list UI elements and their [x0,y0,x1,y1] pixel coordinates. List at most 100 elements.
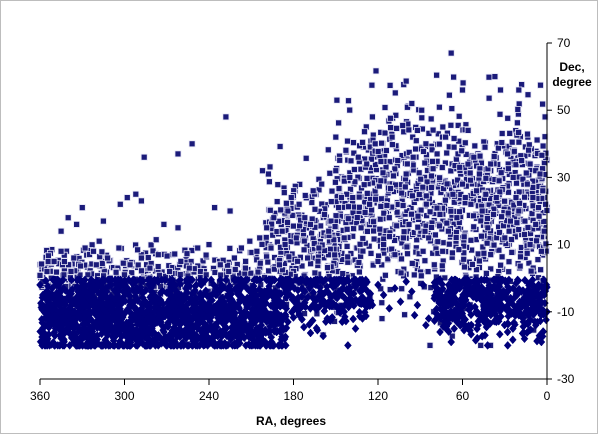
scatter-point-square [370,218,378,226]
scatter-point-square [268,220,276,228]
scatter-point-square [484,224,492,232]
scatter-point-diamond [153,275,162,285]
scatter-point-diamond [300,322,308,332]
x-tick-label: 120 [368,389,388,403]
y-tick-label: 70 [557,36,571,50]
scatter-point-square [371,140,379,148]
scatter-point-diamond [231,283,240,293]
scatter-point-square [495,246,503,254]
scatter-point-square [344,137,351,145]
scatter-point-square [426,208,434,216]
scatter-point-square [88,241,96,249]
scatter-point-square [183,250,191,258]
scatter-point-diamond [235,298,243,308]
scatter-point-diamond [332,301,341,311]
scatter-point-square [508,138,516,146]
scatter-point-square [346,173,354,181]
scatter-point-diamond [103,316,112,325]
scatter-point-diamond [385,304,394,313]
scatter-point-square [152,236,160,244]
scatter-point-square [473,266,480,274]
scatter-point-square [538,247,545,255]
scatter-point-diamond [261,337,270,347]
scatter-point-diamond [154,341,163,350]
x-tick-label: 300 [114,389,134,403]
scatter-point-diamond [303,275,311,285]
scatter-point-diamond [91,341,100,350]
scatter-point-square [331,223,339,231]
x-tick-label: 0 [544,389,551,403]
scatter-point-diamond [36,337,45,347]
scatter-point-square [485,94,493,102]
scatter-point-diamond [534,292,543,302]
scatter-point-square [137,254,145,262]
scatter-point-diamond [163,341,171,350]
scatter-point-diamond [199,310,208,320]
scatter-point-square [436,174,444,182]
scatter-point-diamond [179,339,187,348]
scatter-point-diamond [483,341,492,350]
scatter-point-square [498,130,506,137]
scatter-point-square [487,265,495,273]
scatter-point-diamond [103,330,112,340]
scatter-point-square [306,220,314,228]
scatter-point-square [92,261,100,269]
scatter-point-square [490,241,498,249]
scatter-point-diamond [539,275,548,285]
scatter-point-square [351,178,359,186]
scatter-point-diamond [256,332,265,342]
scatter-point-square [311,269,319,277]
scatter-point-square [514,106,522,113]
scatter-point-square [331,178,339,186]
scatter-point-diamond [153,294,161,303]
scatter-point-diamond [509,300,518,310]
scatter-point-square [356,240,364,248]
scatter-point-diamond [504,311,513,321]
scatter-point-square [477,217,485,225]
scatter-point-square [393,222,401,230]
scatter-point-square [504,209,512,217]
scatter-point-square [490,210,497,218]
scatter-point-square [422,200,430,208]
scatter-point-diamond [182,275,191,285]
scatter-point-diamond [471,335,480,345]
scatter-point-diamond [317,297,326,307]
scatter-point-diamond [288,277,296,287]
scatter-point-square [289,222,297,230]
scatter-point-diamond [542,315,550,325]
scatter-point-square [314,257,322,265]
scatter-point-square [495,177,503,185]
scatter-point-square [428,172,435,180]
scatter-point-square [259,167,266,175]
scatter-point-diamond [356,286,365,295]
scatter-point-diamond [224,340,232,350]
scatter-point-square [132,190,140,198]
scatter-point-diamond [526,297,534,307]
scatter-point-square [340,234,348,242]
scatter-point-diamond [355,307,364,317]
scatter-point-diamond [245,294,254,304]
scatter-point-diamond [499,291,508,300]
scatter-point-square [345,203,352,211]
scatter-point-square [44,258,52,265]
scatter-point-square [137,197,145,205]
scatter-point-diamond [274,341,283,350]
scatter-point-square [409,133,417,141]
scatter-point-square [95,237,103,245]
scatter-point-square [241,264,249,272]
scatter-point-diamond [430,294,439,303]
scatter-point-square [377,158,385,165]
scatter-point-diamond [55,330,64,340]
scatter-point-diamond [453,317,461,327]
scatter-point-diamond [160,327,168,337]
scatter-point-square [292,234,300,242]
scatter-point-square [134,246,142,254]
scatter-point-square [380,209,388,217]
scatter-point-square [425,234,433,242]
scatter-point-diamond [447,337,456,347]
scatter-point-square [487,251,495,259]
scatter-point-square [355,193,363,201]
scatter-point-square [521,231,528,238]
scatter-point-square [300,237,308,245]
scatter-point-diamond [47,293,56,302]
